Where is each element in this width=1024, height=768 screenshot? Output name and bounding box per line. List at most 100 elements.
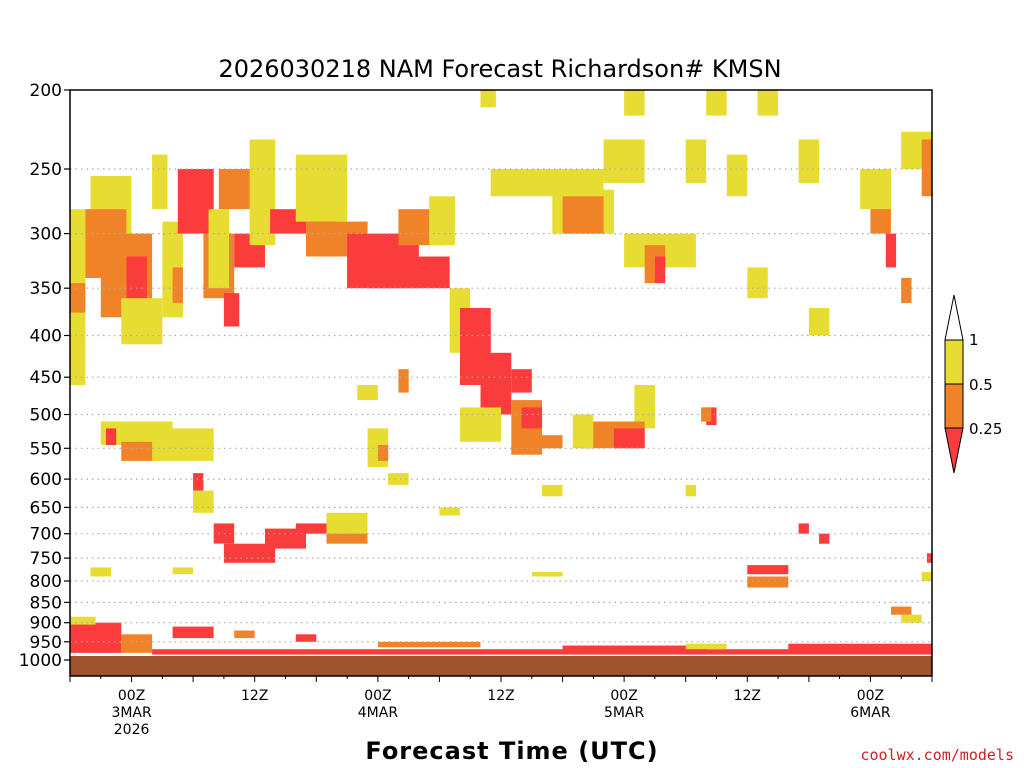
legend-swatch-above-1 (944, 294, 964, 341)
y-tick-label-650: 650 (30, 498, 62, 518)
heat-cell-89 (542, 484, 563, 497)
y-tick-label-800: 800 (30, 572, 62, 592)
legend-label-0: 1 (969, 331, 979, 349)
heat-cell-74 (511, 369, 532, 393)
heat-cell-88 (439, 507, 460, 516)
heat-cell-5 (126, 256, 147, 308)
heat-cell-46 (193, 473, 204, 491)
y-tick-label-350: 350 (30, 279, 62, 299)
heat-cell-96 (70, 616, 96, 625)
heat-cell-9 (172, 267, 183, 304)
heat-cell-6 (121, 298, 163, 345)
heat-cell-58 (747, 267, 768, 299)
heat-cell-55 (377, 445, 389, 461)
heat-cell-90 (685, 484, 696, 497)
x-axis-title: Forecast Time (UTC) (365, 737, 658, 765)
heat-cell-28 (521, 407, 542, 429)
pressure-gridlines (70, 168, 932, 643)
heat-cell-69 (901, 277, 912, 303)
heat-cell-53 (326, 533, 368, 544)
heat-cell-45 (152, 428, 214, 461)
heat-cell-61 (726, 154, 748, 197)
y-tick-label-300: 300 (30, 225, 62, 245)
heat-cell-10 (177, 169, 214, 234)
heat-cell-72 (706, 90, 727, 116)
y-tick-label-550: 550 (30, 439, 62, 459)
heat-cell-68 (921, 139, 932, 197)
heat-cell-75 (398, 369, 409, 393)
heat-cell-79 (798, 523, 809, 534)
heat-cell-57 (685, 139, 707, 183)
y-tick-label-250: 250 (30, 160, 62, 180)
x-tick-label-4-0: 00Z (610, 688, 637, 704)
heat-cell-77 (747, 565, 789, 575)
legend-label-2: 0.25 (969, 420, 1002, 438)
heat-cell-93 (70, 622, 122, 653)
legend-swatch-0.25-0.5 (944, 383, 964, 429)
heat-cell-29 (460, 407, 501, 442)
x-tick-label-0-0: 00Z (118, 688, 145, 704)
y-tick-label-750: 750 (30, 549, 62, 569)
heat-cell-95 (172, 626, 214, 639)
colorbar-legend: 1 0.5 0.25 (944, 294, 1002, 474)
heat-cell-41 (572, 414, 594, 449)
heat-cell-19 (295, 154, 348, 222)
heat-cell-86 (901, 614, 922, 623)
y-tick-label-500: 500 (30, 406, 62, 426)
heat-cell-33 (562, 196, 604, 234)
heat-cell-40 (613, 428, 645, 449)
heat-cell-60 (701, 407, 712, 422)
heat-cell-91 (234, 630, 255, 639)
heat-cell-94 (121, 634, 153, 653)
heat-cell-78 (747, 576, 789, 588)
x-tick-label-0-1: 3MAR (111, 705, 152, 721)
x-tick-label-6-1: 6MAR (850, 705, 891, 721)
heat-cell-83 (90, 567, 111, 577)
heat-cell-99 (788, 643, 932, 651)
y-axis: 200 250 300 350 400 450 500 550 600 650 700 750 8008… (19, 81, 70, 671)
heat-cell-23 (429, 196, 455, 246)
heat-cell-34 (603, 139, 645, 183)
x-tick-label-6-0: 00Z (857, 688, 884, 704)
heat-cell-38 (634, 385, 655, 429)
legend-swatch-below-0.25 (944, 427, 964, 474)
y-tick-label-900: 900 (30, 614, 62, 634)
x-tick-label-2-1: 4MAR (358, 705, 399, 721)
heat-cell-37 (654, 256, 666, 284)
heat-cell-101 (377, 641, 481, 648)
legend-swatch-0.5-1 (944, 339, 964, 385)
heat-cell-56 (388, 473, 409, 485)
y-tick-label-200: 200 (30, 81, 62, 101)
y-tick-label-700: 700 (30, 525, 62, 545)
y-tick-label-850: 850 (30, 593, 62, 613)
heat-cell-81 (531, 572, 563, 577)
y-tick-label-400: 400 (30, 327, 62, 347)
x-tick-label-5-0: 12Z (734, 688, 761, 704)
x-tick-label-2-0: 00Z (364, 688, 391, 704)
heat-cell-100 (685, 643, 727, 650)
heat-cell-26 (480, 352, 512, 415)
legend-label-1: 0.5 (969, 376, 993, 394)
heat-cell-21 (367, 256, 450, 289)
heat-cell-7 (152, 154, 168, 210)
heat-cell-66 (885, 233, 897, 268)
heat-cell-92 (295, 634, 317, 642)
heat-cell-98 (562, 645, 707, 653)
heat-cell-30 (542, 435, 563, 449)
heat-cell-80 (819, 533, 830, 544)
credit-text: coolwx.com/models (860, 746, 1014, 764)
heat-cell-65 (860, 169, 891, 210)
heat-cell-84 (921, 572, 932, 581)
x-tick-label-3-0: 12Z (487, 688, 514, 704)
x-tick-label-1-0: 12Z (241, 688, 268, 704)
heat-cell-47 (193, 490, 214, 513)
heat-cell-49 (223, 543, 276, 563)
heat-cell-48 (213, 523, 235, 544)
ground-band (70, 656, 932, 676)
heat-cell-51 (295, 523, 327, 534)
heat-cell-13 (223, 293, 240, 327)
y-tick-label-950: 950 (30, 633, 62, 653)
heat-cell-82 (172, 567, 194, 575)
heat-cell-12 (208, 209, 229, 289)
